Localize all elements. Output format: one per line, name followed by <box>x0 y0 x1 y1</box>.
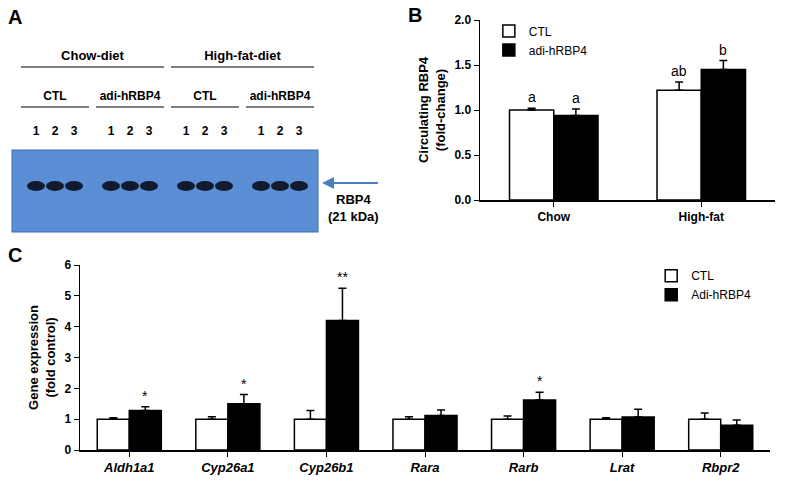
svg-text:A: A <box>8 6 22 28</box>
svg-text:1: 1 <box>108 124 115 138</box>
svg-text:1.0: 1.0 <box>454 103 471 117</box>
svg-text:0.0: 0.0 <box>454 193 471 207</box>
svg-text:3: 3 <box>71 124 78 138</box>
svg-text:RBP4: RBP4 <box>336 192 371 207</box>
svg-text:1: 1 <box>64 412 71 426</box>
svg-text:a: a <box>572 90 580 106</box>
svg-text:Cyp26b1: Cyp26b1 <box>299 460 353 475</box>
svg-text:2: 2 <box>64 382 71 396</box>
svg-text:2: 2 <box>127 124 134 138</box>
svg-text:*: * <box>142 388 148 404</box>
svg-text:CTL: CTL <box>43 89 66 103</box>
svg-text:Adi-hRBP4: Adi-hRBP4 <box>691 288 751 302</box>
svg-text:2: 2 <box>202 124 209 138</box>
html-text:C: C <box>8 244 23 266</box>
svg-text:**: ** <box>337 269 348 285</box>
svg-text:Circulating RBP4(fold-change): Circulating RBP4(fold-change) <box>416 56 448 163</box>
svg-text:*: * <box>537 373 543 389</box>
svg-text:1.5: 1.5 <box>454 58 471 72</box>
svg-text:1: 1 <box>183 124 190 138</box>
svg-text:1: 1 <box>258 124 265 138</box>
svg-text:Cyp26a1: Cyp26a1 <box>201 460 254 475</box>
svg-text:Aldh1a1: Aldh1a1 <box>103 460 155 475</box>
svg-text:0: 0 <box>64 443 71 457</box>
svg-text:High-fat-diet: High-fat-diet <box>204 48 281 63</box>
svg-text:CTL: CTL <box>691 269 714 283</box>
svg-text:CTL: CTL <box>529 25 552 39</box>
svg-text:Chow: Chow <box>537 210 570 224</box>
svg-text:Gene expression(fold control): Gene expression(fold control) <box>26 305 58 410</box>
svg-text:3: 3 <box>146 124 153 138</box>
svg-text:CTL: CTL <box>193 89 216 103</box>
svg-text:2: 2 <box>277 124 284 138</box>
svg-text:Rbpr2: Rbpr2 <box>702 460 740 475</box>
svg-text:4: 4 <box>64 320 71 334</box>
svg-text:3: 3 <box>221 124 228 138</box>
svg-text:ab: ab <box>671 63 687 79</box>
svg-text:3: 3 <box>296 124 303 138</box>
html-text:B: B <box>408 4 423 26</box>
svg-text:6: 6 <box>64 258 71 272</box>
svg-text:b: b <box>719 42 727 58</box>
svg-text:3: 3 <box>64 351 71 365</box>
svg-text:0.5: 0.5 <box>454 148 471 162</box>
svg-text:adi-hRBP4: adi-hRBP4 <box>100 89 161 103</box>
svg-text:(21 kDa): (21 kDa) <box>328 209 379 224</box>
svg-text:Lrat: Lrat <box>610 460 635 475</box>
svg-text:5: 5 <box>64 289 71 303</box>
svg-text:Chow-diet: Chow-diet <box>61 48 124 63</box>
svg-text:High-fat: High-fat <box>679 210 724 224</box>
svg-text:Rarb: Rarb <box>509 460 539 475</box>
svg-text:adi-hRBP4: adi-hRBP4 <box>529 44 587 58</box>
svg-text:2.0: 2.0 <box>454 13 471 27</box>
svg-text:1: 1 <box>33 124 40 138</box>
svg-text:2: 2 <box>52 124 59 138</box>
svg-text:*: * <box>241 376 247 392</box>
svg-text:adi-hRBP4: adi-hRBP4 <box>250 89 311 103</box>
svg-text:Rara: Rara <box>411 460 440 475</box>
svg-text:a: a <box>528 89 536 105</box>
